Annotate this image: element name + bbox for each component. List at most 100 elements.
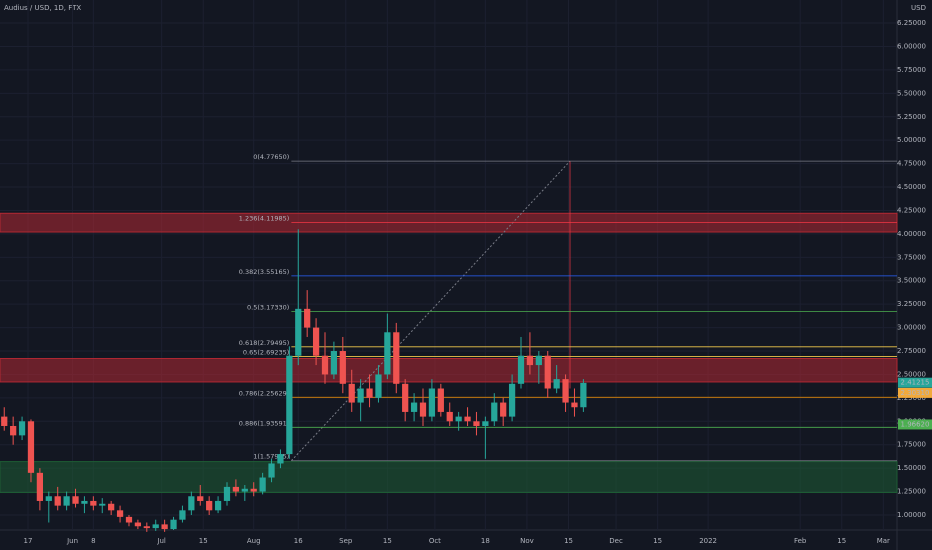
candle-body bbox=[366, 388, 373, 398]
price-tag-label: 2.41215 bbox=[901, 379, 930, 387]
price-tag bbox=[898, 419, 932, 430]
candle-body bbox=[108, 503, 115, 511]
candle-body bbox=[223, 486, 231, 501]
candle-body bbox=[410, 402, 418, 412]
candle-body bbox=[339, 351, 346, 384]
y-tick-label: 4.00000 bbox=[897, 230, 926, 238]
candle-body bbox=[99, 503, 106, 506]
y-tick-label: 5.75000 bbox=[897, 66, 926, 74]
candle-body bbox=[330, 351, 338, 375]
fib-label: 0(4.77650) bbox=[253, 153, 289, 161]
chart-title: Audius / USD, 1D, FTX bbox=[4, 4, 81, 12]
zone bbox=[0, 358, 898, 383]
y-tick-label: 1.00000 bbox=[897, 511, 926, 519]
x-tick-label: 15 bbox=[837, 537, 846, 545]
x-tick-label: 15 bbox=[199, 537, 208, 545]
candle-body bbox=[437, 388, 444, 412]
fib-label: 1.236(4.11985) bbox=[239, 215, 290, 223]
x-tick-label: Sep bbox=[339, 537, 353, 545]
y-tick-label: 3.75000 bbox=[897, 253, 926, 261]
candle-body bbox=[517, 355, 525, 384]
candle-body bbox=[197, 496, 204, 501]
candle-body bbox=[402, 383, 409, 412]
candle-body bbox=[473, 421, 480, 426]
candle-body bbox=[312, 327, 320, 356]
candle-body bbox=[54, 496, 61, 506]
price-tag-label: 2.30310 bbox=[901, 389, 930, 397]
candle-body bbox=[241, 488, 248, 492]
x-tick-label: Jul bbox=[156, 537, 166, 545]
candle-body bbox=[1, 416, 8, 426]
y-tick-label: 1.25000 bbox=[897, 488, 926, 496]
candle-body bbox=[81, 500, 88, 504]
candle-body bbox=[125, 516, 133, 523]
candle-body bbox=[63, 496, 70, 506]
candle-body bbox=[508, 383, 516, 417]
candle-body bbox=[152, 524, 159, 529]
candle-body bbox=[27, 421, 35, 473]
candle-body bbox=[179, 510, 186, 520]
x-tick-label: Mar bbox=[877, 537, 890, 545]
y-tick-label: 6.25000 bbox=[897, 19, 926, 27]
x-tick-label: 17 bbox=[24, 537, 33, 545]
candle-body bbox=[357, 388, 364, 403]
candle-body bbox=[544, 355, 551, 389]
price-tag bbox=[898, 377, 932, 388]
x-tick-label: 2022 bbox=[699, 537, 717, 545]
candle-body bbox=[188, 496, 195, 511]
fib-label: 0.382(3.55165) bbox=[239, 268, 290, 276]
candle-body bbox=[348, 383, 355, 403]
y-tick-label: 3.50000 bbox=[897, 277, 926, 285]
candle-body bbox=[214, 500, 222, 511]
y-axis-label: USD bbox=[911, 4, 926, 12]
candle-body bbox=[535, 355, 542, 366]
candle-body bbox=[286, 355, 293, 455]
y-tick-label: 3.25000 bbox=[897, 300, 926, 308]
zone bbox=[0, 461, 898, 494]
y-tick-label: 1.50000 bbox=[897, 464, 926, 472]
candle-body bbox=[428, 388, 436, 417]
x-tick-label: Oct bbox=[429, 537, 441, 545]
candle-body bbox=[393, 332, 400, 384]
candle-body bbox=[206, 500, 213, 511]
candle-body bbox=[321, 355, 329, 375]
price-tag-label: 1.96620 bbox=[901, 420, 930, 428]
candle-body bbox=[250, 488, 257, 492]
candle-body bbox=[116, 510, 124, 517]
x-tick-label: 8 bbox=[91, 537, 95, 545]
fib-label: 0.618(2.79495) bbox=[239, 339, 290, 347]
candle-body bbox=[10, 425, 17, 436]
x-tick-label: 15 bbox=[564, 537, 573, 545]
fib-label: 0.65(2.69235) bbox=[243, 348, 289, 356]
y-tick-label: 4.25000 bbox=[897, 206, 926, 214]
x-tick-label: Dec bbox=[609, 537, 623, 545]
candle-body bbox=[384, 332, 391, 375]
candle-body bbox=[72, 496, 79, 504]
candle-body bbox=[259, 477, 266, 492]
candle-body bbox=[232, 486, 240, 492]
fib-trend bbox=[290, 160, 571, 462]
candle-body bbox=[277, 454, 284, 464]
candle-body bbox=[375, 374, 382, 398]
candle-body bbox=[161, 524, 168, 530]
y-tick-label: 4.50000 bbox=[897, 183, 926, 191]
fib-label: 1(1.57935) bbox=[253, 453, 289, 461]
candle-body bbox=[170, 519, 177, 530]
x-tick-label: Jun bbox=[66, 537, 78, 545]
y-tick-label: 3.00000 bbox=[897, 324, 926, 332]
x-tick-label: 15 bbox=[653, 537, 662, 545]
y-tick-label: 2.50000 bbox=[897, 370, 926, 378]
candle-body bbox=[18, 421, 26, 436]
candle-body bbox=[36, 472, 44, 501]
x-tick-label: Nov bbox=[520, 537, 534, 545]
candle-body bbox=[562, 379, 569, 403]
y-tick-label: 5.50000 bbox=[897, 89, 926, 97]
y-tick-label: 1.75000 bbox=[897, 441, 926, 449]
fib-label: 0.5(3.17330) bbox=[247, 303, 289, 311]
y-tick-label: 2.75000 bbox=[897, 347, 926, 355]
candle-body bbox=[526, 355, 534, 366]
price-tag bbox=[898, 387, 932, 398]
candle-body bbox=[464, 416, 471, 422]
y-tick-label: 5.25000 bbox=[897, 113, 926, 121]
